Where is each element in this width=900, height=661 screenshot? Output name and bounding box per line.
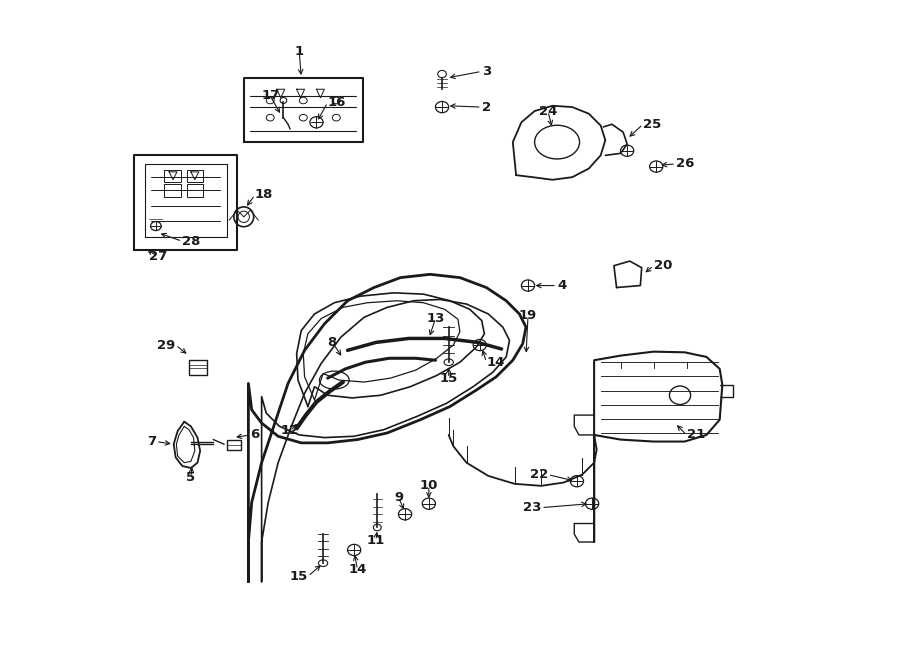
Text: 16: 16 [328,96,346,109]
Bar [227,440,241,450]
Text: 25: 25 [643,118,662,131]
Text: 20: 20 [653,259,672,272]
Text: 29: 29 [158,338,176,352]
Bar [165,170,181,182]
Text: 17: 17 [261,89,279,102]
Text: 7: 7 [147,435,156,448]
Text: 9: 9 [394,490,403,504]
Text: 8: 8 [328,336,337,349]
Text: 27: 27 [148,250,167,263]
Text: 14: 14 [348,563,366,576]
Bar [187,184,203,197]
Text: 24: 24 [538,104,557,118]
Text: 5: 5 [186,471,195,484]
Text: 10: 10 [419,479,438,492]
Bar [189,360,207,375]
Bar [165,184,181,197]
Text: 14: 14 [486,356,505,369]
Text: 13: 13 [427,312,445,325]
Text: 23: 23 [523,501,541,514]
Text: 3: 3 [482,65,491,78]
Text: 26: 26 [676,157,695,171]
Text: 18: 18 [255,188,274,202]
Text: 11: 11 [367,534,385,547]
Text: 19: 19 [519,309,537,323]
Bar [187,170,203,182]
Text: 2: 2 [482,100,490,114]
Text: 6: 6 [250,428,259,442]
Text: 15: 15 [439,371,458,385]
Text: 15: 15 [290,570,308,583]
Text: 4: 4 [557,279,566,292]
Text: 21: 21 [687,428,705,442]
Text: 22: 22 [529,468,548,481]
Text: 28: 28 [183,235,201,248]
Text: 1: 1 [294,45,304,58]
Text: 12: 12 [281,424,299,438]
